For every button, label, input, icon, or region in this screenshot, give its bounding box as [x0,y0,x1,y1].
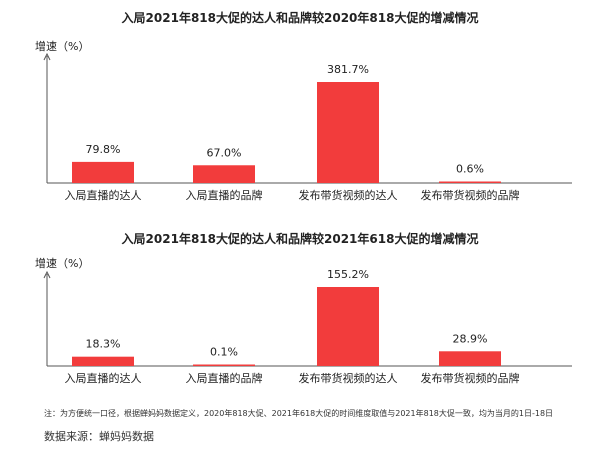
footnote: 注：为方便统一口径，根据蝉妈妈数据定义，2020年818大促、2021年618大… [44,409,554,418]
category-label: 发布带货视频的达人 [299,188,398,202]
data-label: 381.7% [327,63,369,76]
y-axis-arrow [43,52,51,61]
category-label: 发布带货视频的品牌 [421,371,520,385]
chart-title: 入局2021年818大促的达人和品牌较2021年618大促的增减情况 [122,231,479,246]
data-label: 67.0% [207,146,242,159]
chart-title: 入局2021年818大促的达人和品牌较2020年818大促的增减情况 [122,10,479,25]
data-label: 79.8% [86,143,121,156]
data-source: 数据来源：蝉妈妈数据 [44,430,154,443]
y-axis-arrow [43,270,51,279]
y-axis-label: 增速（%） [35,39,89,53]
bar [439,351,501,366]
bar [317,82,379,183]
bar [193,165,255,183]
data-label: 155.2% [327,268,369,281]
y-axis-label: 增速（%） [35,256,89,270]
category-label: 入局直播的品牌 [186,188,263,202]
category-label: 入局直播的达人 [65,371,142,385]
data-label: 0.6% [456,163,484,176]
category-label: 入局直播的达人 [65,188,142,202]
data-label: 18.3% [86,338,121,351]
bar [72,161,134,183]
bar [439,181,501,183]
category-label: 入局直播的品牌 [186,371,263,385]
bar [317,287,379,366]
data-label: 0.1% [210,346,238,359]
category-label: 发布带货视频的达人 [299,371,398,385]
bar [193,364,255,366]
bar [72,356,134,366]
data-label: 28.9% [453,332,488,345]
category-label: 发布带货视频的品牌 [421,188,520,202]
